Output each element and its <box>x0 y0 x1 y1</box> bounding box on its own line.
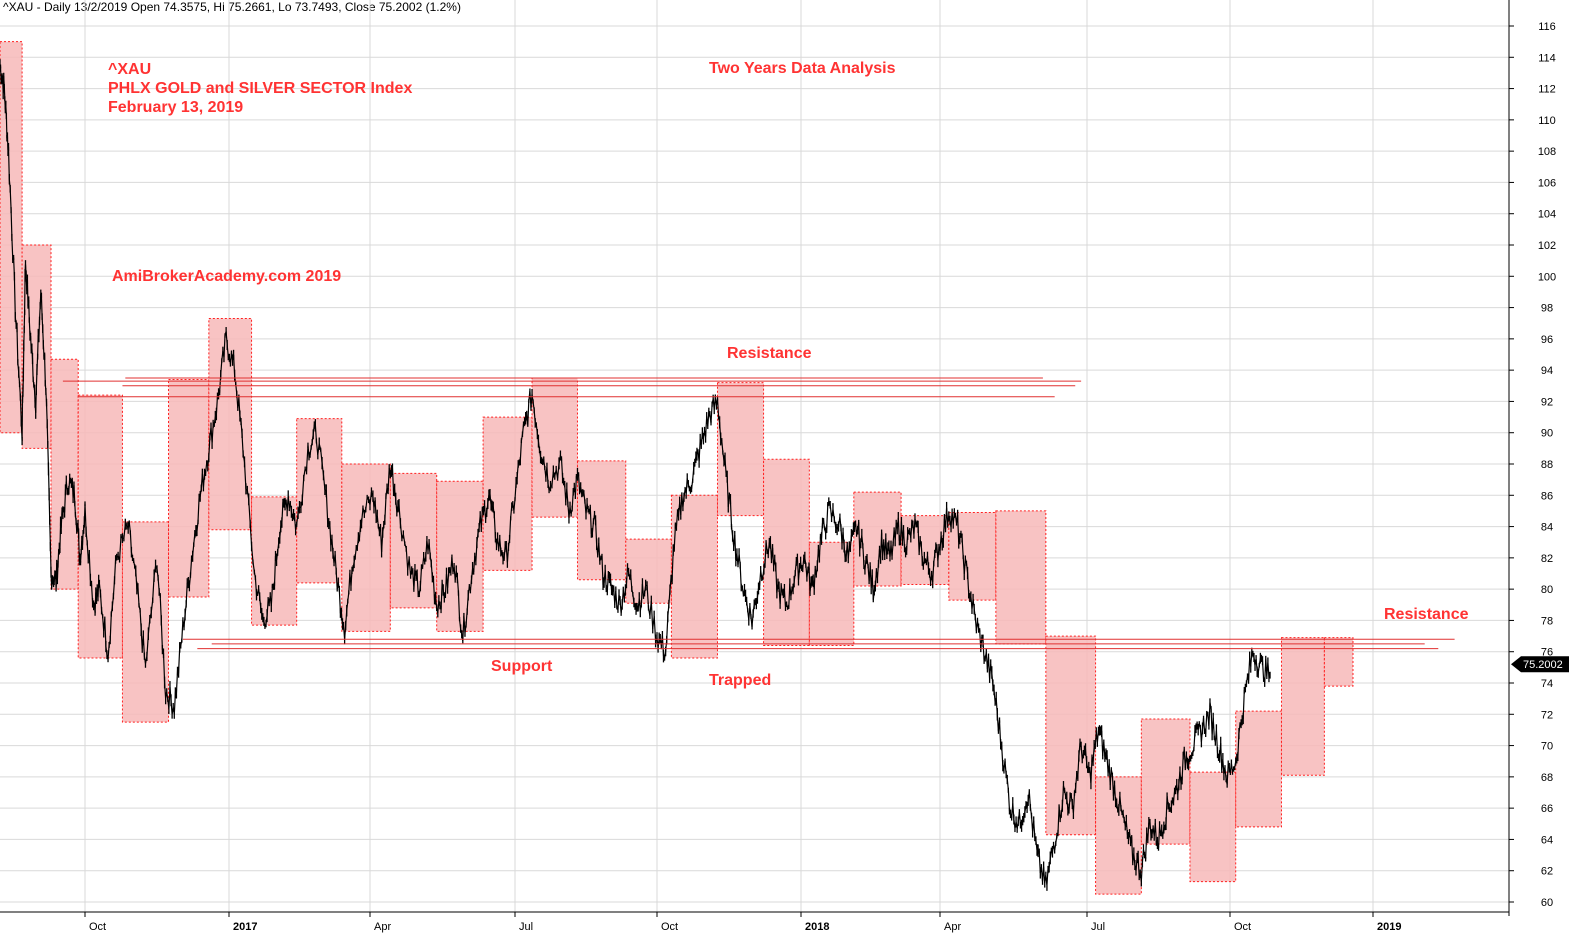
range-box <box>341 463 391 632</box>
y-tick-label: 100 <box>1538 271 1556 283</box>
range-box <box>251 496 298 626</box>
y-tick-label: 116 <box>1538 21 1556 33</box>
y-tick-label: 94 <box>1541 365 1553 377</box>
y-tick-label: 86 <box>1541 490 1553 502</box>
x-tick-label: Oct <box>89 921 106 933</box>
price-series <box>0 59 1271 891</box>
y-tick-label: 110 <box>1538 115 1556 127</box>
range-box <box>482 416 533 571</box>
y-tick-label: 114 <box>1538 52 1556 64</box>
range-box <box>1095 776 1142 895</box>
annotation-resistance-top: Resistance <box>727 345 812 362</box>
y-tick-label: 70 <box>1541 741 1553 753</box>
annotation-trapped: Trapped <box>709 672 771 689</box>
x-tick-label: Jul <box>1091 921 1105 933</box>
y-tick-label: 66 <box>1541 803 1553 815</box>
x-tick-label: Oct <box>661 921 678 933</box>
annotation-analysis: Two Years Data Analysis <box>709 60 896 77</box>
range-box <box>1280 637 1325 776</box>
x-tick-label: Jul <box>519 921 533 933</box>
range-box <box>576 460 627 581</box>
y-tick-label: 72 <box>1541 709 1553 721</box>
range-box <box>948 511 997 601</box>
y-tick-label: 74 <box>1541 678 1553 690</box>
y-tick-label: 84 <box>1541 522 1553 534</box>
annotation-ticker: ^XAU <box>108 61 151 78</box>
x-tick-label: 2017 <box>233 921 257 933</box>
y-tick-label: 76 <box>1541 647 1553 659</box>
y-tick-label: 62 <box>1541 866 1553 878</box>
range-boxes <box>0 41 1354 895</box>
x-tick-label: Apr <box>374 921 391 933</box>
y-tick-label: 98 <box>1541 303 1553 315</box>
y-tick-label: 64 <box>1541 834 1553 846</box>
range-box <box>50 358 79 590</box>
y-tick-label: 106 <box>1538 177 1556 189</box>
y-tick-label: 80 <box>1541 584 1553 596</box>
y-tick-label: 88 <box>1541 459 1553 471</box>
y-tick-label: 68 <box>1541 772 1553 784</box>
y-tick-label: 92 <box>1541 396 1553 408</box>
range-box <box>995 510 1047 645</box>
y-tick-label: 60 <box>1541 897 1553 909</box>
range-box <box>1235 710 1282 828</box>
range-box <box>1189 771 1237 883</box>
last-price-marker: 75.2002 <box>1511 656 1569 673</box>
y-tick-label: 104 <box>1538 209 1556 221</box>
x-tick-label: 2019 <box>1377 921 1401 933</box>
y-tick-label: 112 <box>1538 84 1556 96</box>
range-box <box>763 458 810 646</box>
range-box <box>1045 635 1097 836</box>
annotation-site: AmiBrokerAcademy.com 2019 <box>112 268 341 285</box>
annotation-resistance-right: Resistance <box>1384 606 1469 623</box>
range-box <box>808 541 855 646</box>
trend-lines <box>62 377 1455 650</box>
annotation-index-name: PHLX GOLD and SILVER SECTOR Index <box>108 80 412 97</box>
range-box <box>1323 637 1354 687</box>
range-box <box>716 382 765 517</box>
y-tick-label: 78 <box>1541 615 1553 627</box>
x-tick-label: Apr <box>944 921 961 933</box>
y-tick-label: 108 <box>1538 146 1556 158</box>
x-tick-label: Oct <box>1234 921 1251 933</box>
last-price-label: 75.2002 <box>1523 659 1563 671</box>
annotation-date: February 13, 2019 <box>108 99 243 116</box>
y-tick-label: 82 <box>1541 553 1553 565</box>
range-box <box>208 318 253 531</box>
y-tick-label: 96 <box>1541 334 1553 346</box>
chart-header: ^XAU - Daily 13/2/2019 Open 74.3575, Hi … <box>3 0 461 14</box>
y-tick-label: 102 <box>1538 240 1556 252</box>
range-box <box>900 515 950 585</box>
annotation-support: Support <box>491 658 553 675</box>
x-tick-label: 2018 <box>805 921 829 933</box>
y-tick-label: 90 <box>1541 428 1553 440</box>
